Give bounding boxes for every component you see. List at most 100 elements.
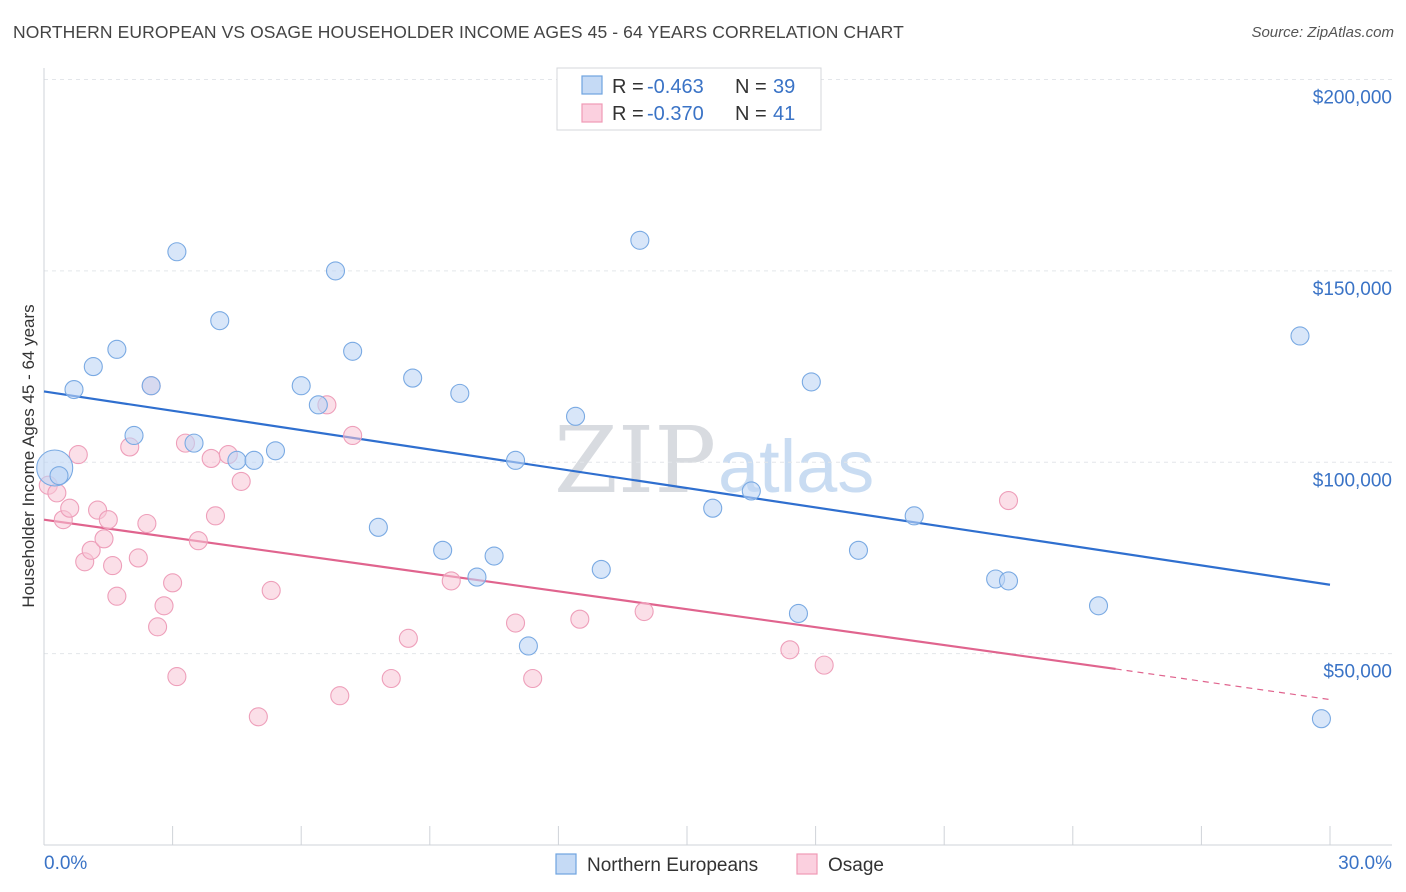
northern-europeans-point-25: [591, 559, 611, 579]
bottom-legend-label-osage: Osage: [828, 855, 884, 876]
northern-europeans-point-28: [741, 481, 761, 501]
y-tick-label-50000: $50,000: [1323, 662, 1392, 683]
osage-point-29: [330, 686, 350, 706]
legend-n-label-2: N =: [735, 103, 767, 125]
legend-r-label-2: R =: [612, 103, 644, 125]
osage-point-30: [343, 425, 363, 446]
northern-europeans-point-26: [630, 230, 650, 250]
osage-point-31: [381, 668, 401, 689]
legend-swatch-blue: [581, 75, 603, 95]
northern-europeans-point-12: [291, 376, 311, 396]
northern-europeans-point-18: [433, 540, 453, 560]
northern-europeans-point-29: [788, 603, 809, 623]
northern-europeans-point-20: [467, 567, 487, 587]
northern-europeans-trend-line: [43, 390, 1331, 586]
osage-point-13: [128, 548, 148, 568]
northern-europeans-point-32: [904, 506, 924, 526]
y-axis-title: Householder Income Ages 45 - 64 years: [19, 304, 38, 607]
osage-point-22: [201, 448, 221, 468]
osage-point-6: [81, 540, 101, 560]
northern-europeans-point-1: [64, 379, 84, 400]
bottom-legend-label-northern-europeans: Northern Europeans: [587, 855, 758, 876]
northern-europeans-point-35: [1088, 596, 1109, 616]
northern-europeans-point-17: [403, 368, 423, 388]
northern-europeans-point-34: [998, 571, 1019, 591]
legend-swatch-pink: [581, 103, 603, 123]
northern-europeans-point-21: [484, 546, 504, 566]
northern-europeans-point-27: [703, 498, 723, 518]
bottom-legend-swatch-blue: [555, 853, 577, 875]
northern-europeans-point-6: [167, 242, 187, 262]
northern-europeans-point-10: [244, 450, 264, 470]
northern-europeans-point-23: [518, 636, 538, 656]
northern-europeans-point-5: [141, 376, 161, 396]
osage-trend-line-extension: [1115, 668, 1331, 701]
legend-n-label-1: N =: [735, 76, 767, 98]
osage-point-32: [398, 628, 418, 648]
gridlines: [44, 79, 1392, 655]
correlation-legend: R = -0.463 N = 39 R = -0.370 N = 41: [556, 67, 822, 131]
northern-europeans-point-11: [265, 441, 286, 461]
x-tick-label-max: 30.0%: [1338, 853, 1392, 874]
osage-point-3: [60, 498, 80, 518]
northern-europeans-point-15: [343, 341, 363, 361]
northern-europeans-point-14: [325, 261, 346, 281]
northern-europeans-point-22: [505, 450, 526, 470]
osage-point-1: [47, 483, 67, 503]
osage-point-26: [248, 707, 268, 727]
y-tick-label-150000: $150,000: [1313, 279, 1392, 300]
series-legend: Northern Europeans Osage: [555, 853, 884, 876]
osage-point-14: [137, 513, 157, 534]
northern-europeans-point-37: [1311, 709, 1331, 729]
legend-n-value-1: 39: [773, 76, 795, 98]
osage-trend-line: [43, 518, 1116, 671]
osage-point-19: [167, 667, 187, 687]
chart-title: NORTHERN EUROPEAN VS OSAGE HOUSEHOLDER I…: [13, 22, 904, 42]
osage-point-36: [570, 609, 590, 629]
legend-r-label-1: R =: [612, 76, 644, 98]
northern-europeans-point-36: [1290, 326, 1310, 346]
osage-point-4: [68, 445, 88, 465]
osage-point-23: [205, 506, 226, 526]
osage-point-34: [505, 613, 526, 633]
northern-europeans-point-19: [450, 383, 470, 403]
trend-lines: [43, 390, 1331, 701]
osage-point-25: [231, 471, 251, 491]
legend-r-value-1: -0.463: [647, 76, 704, 98]
osage-point-21: [188, 531, 208, 551]
osage-point-35: [523, 668, 543, 689]
y-tick-label-100000: $100,000: [1313, 470, 1392, 491]
osage-point-17: [154, 596, 174, 616]
osage-point-37: [634, 601, 654, 622]
northern-europeans-point-30: [801, 372, 821, 392]
northern-europeans-point-31: [848, 540, 869, 560]
legend-r-value-2: -0.370: [647, 103, 704, 125]
y-tick-labels: $50,000 $100,000 $150,000 $200,000: [1313, 88, 1392, 683]
watermark-zip: ZIP: [554, 407, 716, 514]
osage-point-11: [107, 586, 127, 606]
northern-europeans-point-13: [308, 395, 328, 415]
osage-point-9: [98, 510, 118, 530]
northern-europeans-point-9: [227, 450, 247, 470]
osage-point-33: [441, 571, 461, 591]
northern-europeans-point-3: [107, 339, 127, 359]
northern-europeans-point-7: [184, 433, 204, 453]
osage-point-10: [103, 556, 123, 576]
osage-point-16: [148, 617, 168, 637]
osage-point-39: [814, 655, 834, 675]
northern-europeans-point-38: [49, 466, 69, 486]
northern-europeans-point-16: [368, 517, 388, 537]
osage-point-40: [998, 490, 1019, 511]
y-tick-label-200000: $200,000: [1313, 88, 1392, 109]
osage-point-8: [94, 529, 114, 549]
northern-europeans-points: [36, 230, 1331, 729]
osage-point-38: [780, 640, 800, 660]
osage-point-18: [163, 573, 183, 593]
northern-europeans-point-24: [565, 406, 586, 426]
x-tick-label-min: 0.0%: [44, 853, 87, 874]
osage-point-27: [261, 580, 281, 601]
x-ticks: [43, 826, 1331, 845]
northern-europeans-point-8: [210, 311, 230, 331]
bottom-legend-swatch-pink: [796, 853, 818, 875]
